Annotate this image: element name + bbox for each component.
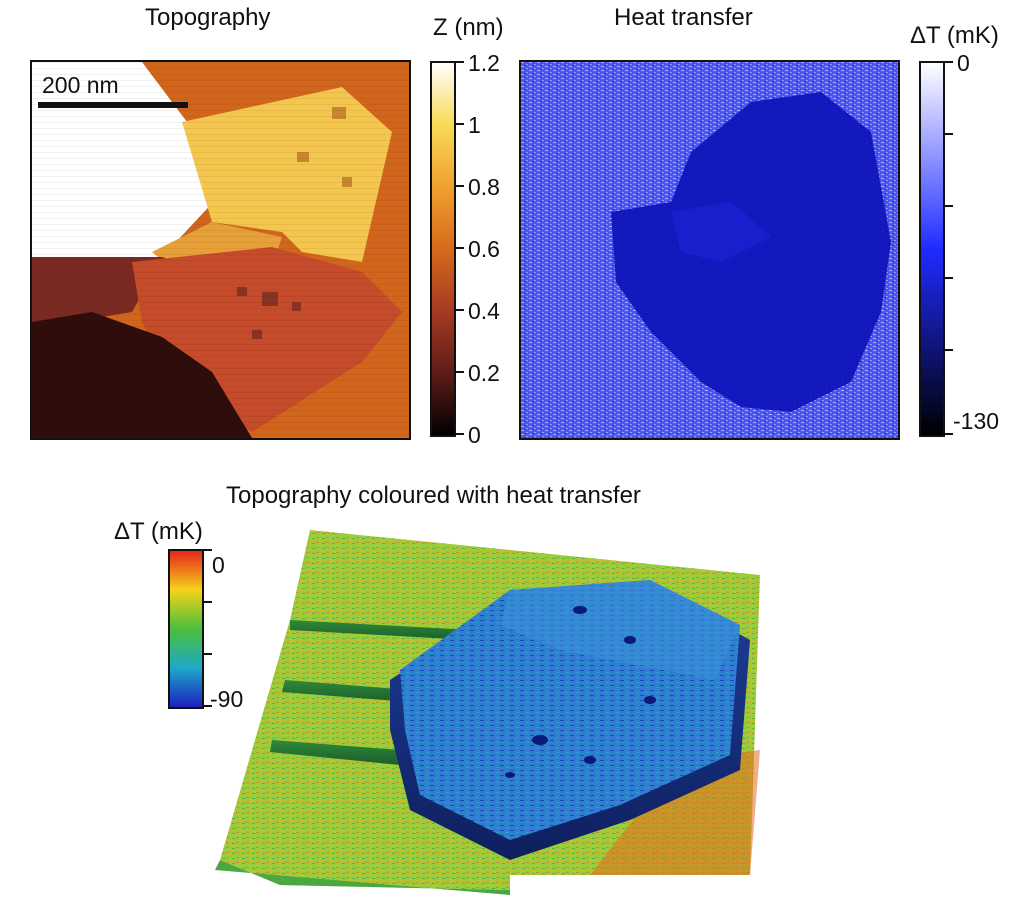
heat-transfer-image xyxy=(519,60,900,440)
dt-colorbar xyxy=(919,61,945,437)
z-colorbar-ticks xyxy=(456,61,464,437)
z-tick: 0.8 xyxy=(468,174,500,200)
z-tick: 1.2 xyxy=(468,50,500,76)
z-tick: 0.4 xyxy=(468,298,500,324)
dt-tick: -130 xyxy=(953,408,1000,434)
dark-flake-region xyxy=(611,92,891,412)
topography-map xyxy=(32,62,409,438)
scale-bar xyxy=(38,102,188,108)
heat-transfer-title: Heat transfer xyxy=(614,4,753,31)
z-colorbar xyxy=(430,61,456,437)
combined-colorbar xyxy=(168,549,204,709)
topography-image: 200 nm xyxy=(30,60,411,440)
combined-colorbar-ticks xyxy=(204,549,212,709)
heat-transfer-map xyxy=(521,62,898,438)
dt-colorbar-ticks xyxy=(945,61,953,437)
combined-title: Topography coloured with heat transfer xyxy=(226,482,641,509)
z-tick: 1 xyxy=(468,112,481,138)
z-tick: 0 xyxy=(468,422,481,448)
combined-colorbar-label: ΔT (mK) xyxy=(114,518,203,545)
topography-title: Topography xyxy=(145,4,271,31)
z-tick: 0.2 xyxy=(468,360,500,386)
scale-bar-label: 200 nm xyxy=(42,72,119,98)
combined-tick: 0 xyxy=(212,552,225,578)
dt-colorbar-label: ΔT (mK) xyxy=(910,22,999,49)
z-colorbar-label: Z (nm) xyxy=(433,14,504,41)
z-tick: 0.6 xyxy=(468,236,500,262)
combined-3d-surface xyxy=(215,530,760,895)
combined-tick: -90 xyxy=(210,686,244,712)
dt-tick: 0 xyxy=(957,50,970,76)
